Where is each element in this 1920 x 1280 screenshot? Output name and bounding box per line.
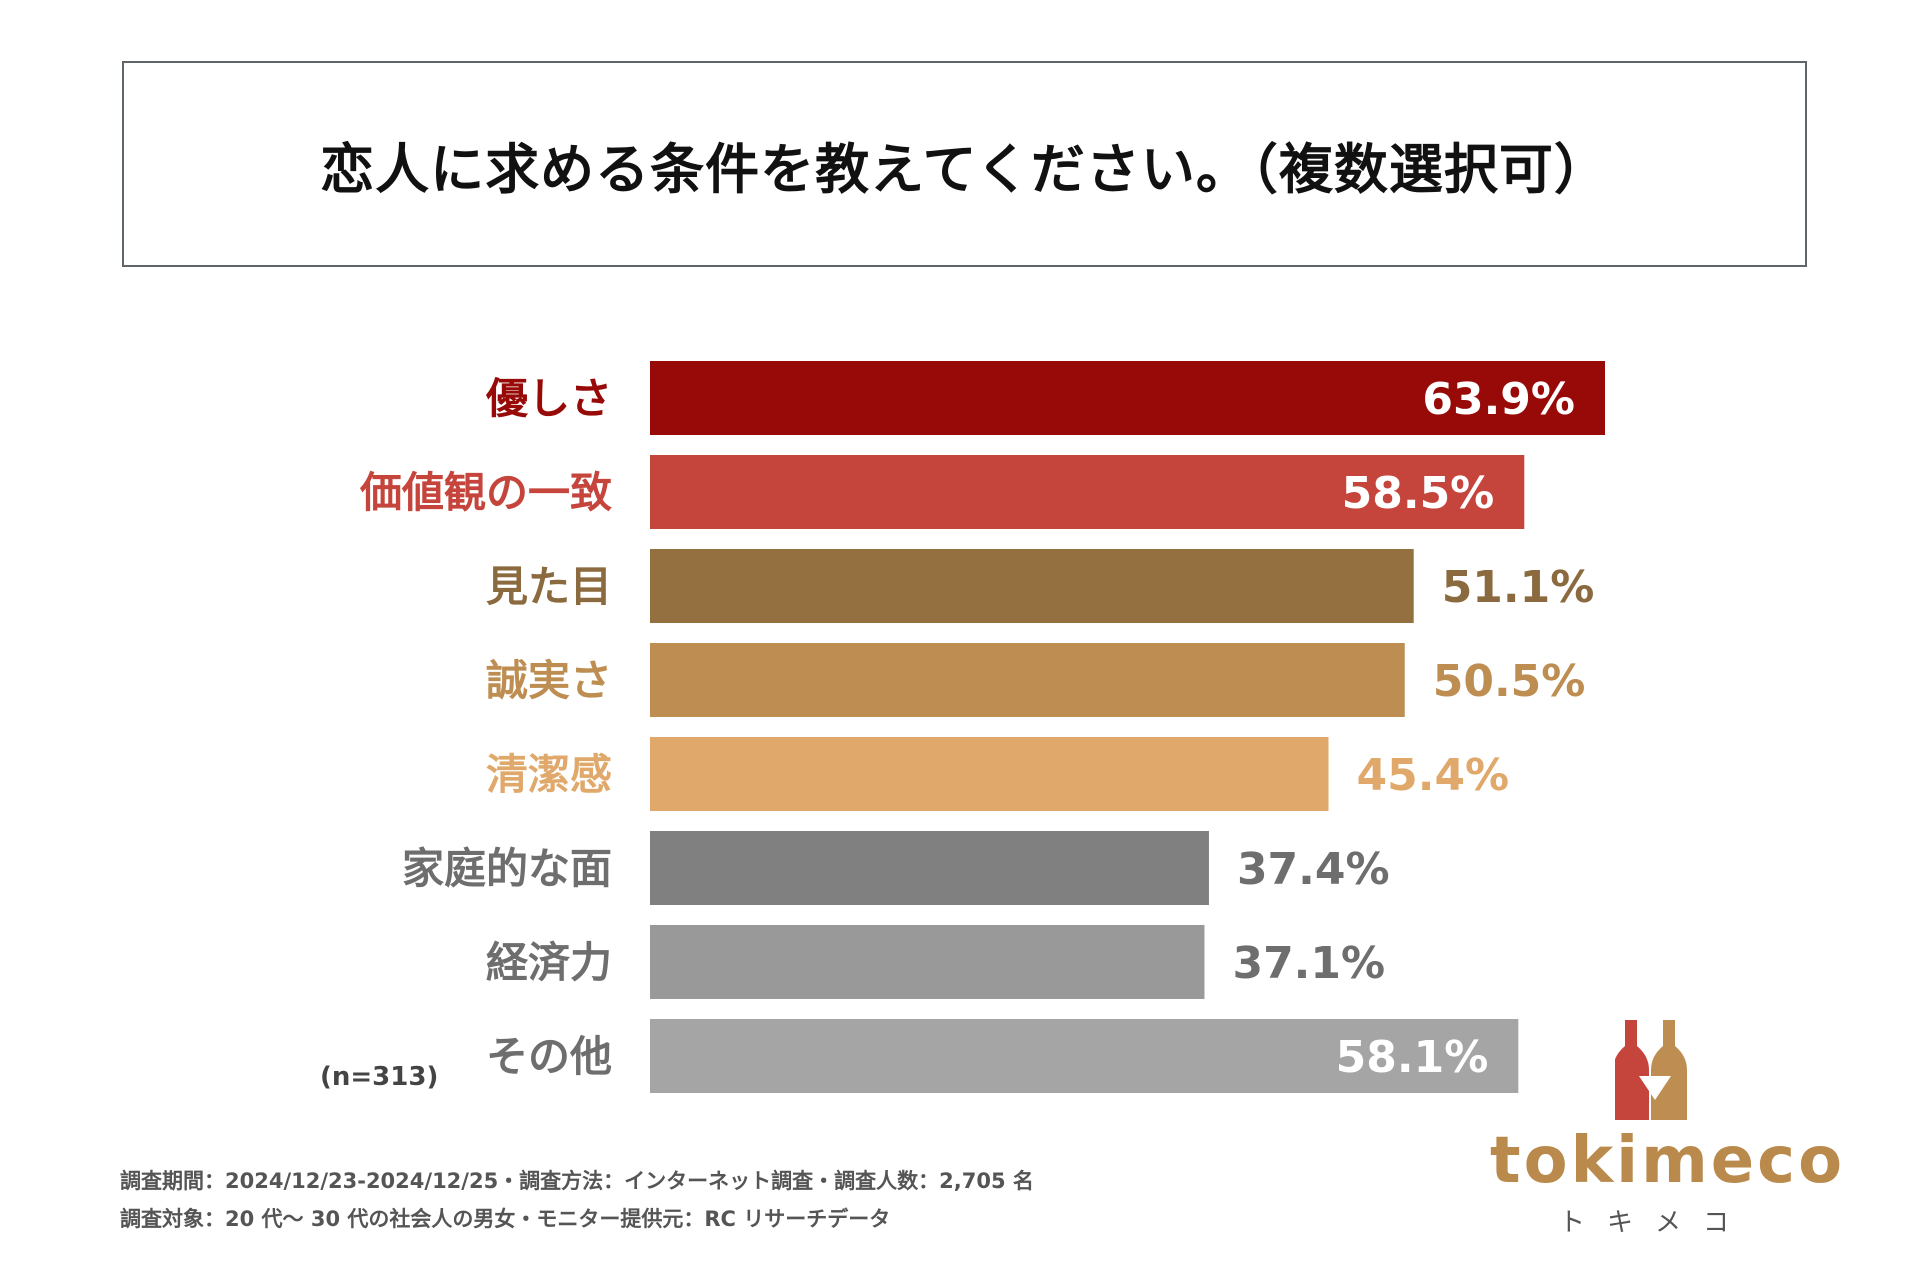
category-label-4: 清潔感 (486, 750, 612, 799)
value-label-5: 37.4% (1237, 844, 1390, 895)
bar-6 (650, 925, 1205, 999)
bar-4 (650, 737, 1329, 811)
bar-2 (650, 549, 1414, 623)
tokimeco-logo: tokimeco トキメコ (1490, 1020, 1846, 1238)
value-label-0: 63.9% (1422, 374, 1575, 425)
wine-bottles-icon (1615, 1020, 1687, 1120)
category-label-7: その他 (486, 1032, 612, 1081)
bar-0 (650, 361, 1605, 435)
value-label-2: 51.1% (1442, 562, 1595, 613)
gold-bottle-icon (1651, 1020, 1687, 1120)
chart-title: 恋人に求める条件を教えてください。（複数選択可） (320, 137, 1609, 201)
sample-size-label: (n=313) (320, 1062, 439, 1092)
category-label-2: 見た目 (486, 562, 612, 611)
category-label-1: 価値観の一致 (359, 468, 612, 517)
logo-wordmark: tokimeco (1490, 1124, 1846, 1198)
footnote-survey-target: 調査対象：20 代～ 30 代の社会人の男女・モニター提供元：RC リサーチデー… (120, 1207, 891, 1231)
bar-1 (650, 455, 1525, 529)
bar-5 (650, 831, 1209, 905)
bar-3 (650, 643, 1405, 717)
footnote-survey-period: 調査期間：2024/12/23-2024/12/25・調査方法：インターネット調… (120, 1169, 1034, 1193)
value-label-3: 50.5% (1433, 656, 1586, 707)
category-label-5: 家庭的な面 (402, 844, 612, 893)
title-box: 恋人に求める条件を教えてください。（複数選択可） (122, 61, 1807, 267)
value-label-7: 58.1% (1336, 1032, 1489, 1083)
value-label-4: 45.4% (1357, 750, 1510, 801)
category-label-0: 優しさ (485, 374, 612, 423)
logo-kana: トキメコ (1558, 1208, 1751, 1238)
value-label-1: 58.5% (1342, 468, 1495, 519)
category-label-6: 経済力 (486, 938, 612, 987)
red-bottle-icon (1615, 1020, 1649, 1120)
bar-7 (650, 1019, 1519, 1093)
value-label-6: 37.1% (1232, 938, 1385, 989)
glass-icon (1639, 1076, 1671, 1100)
category-label-3: 誠実さ (486, 656, 612, 705)
